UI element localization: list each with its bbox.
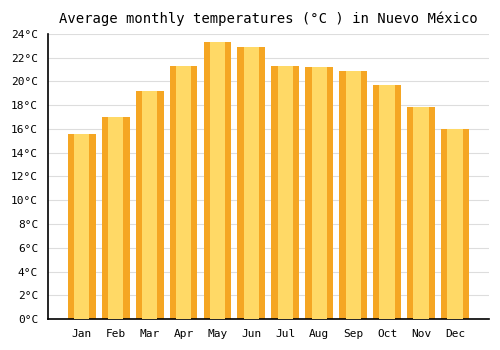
Bar — [373, 85, 401, 319]
Bar — [210, 42, 225, 319]
Bar — [441, 129, 469, 319]
Bar — [244, 47, 259, 319]
Bar — [278, 66, 293, 319]
Title: Average monthly temperatures (°C ) in Nuevo México: Average monthly temperatures (°C ) in Nu… — [59, 11, 478, 26]
Bar — [407, 107, 435, 319]
Bar — [346, 71, 361, 319]
Bar — [272, 66, 299, 319]
Bar — [448, 129, 462, 319]
Bar — [204, 42, 232, 319]
Bar — [170, 66, 198, 319]
Bar — [306, 67, 333, 319]
Bar — [136, 91, 164, 319]
Bar — [380, 85, 394, 319]
Bar — [312, 67, 327, 319]
Bar — [142, 91, 158, 319]
Bar — [108, 117, 124, 319]
Bar — [176, 66, 191, 319]
Bar — [74, 134, 90, 319]
Bar — [414, 107, 428, 319]
Bar — [102, 117, 130, 319]
Bar — [238, 47, 266, 319]
Bar — [68, 134, 96, 319]
Bar — [340, 71, 367, 319]
